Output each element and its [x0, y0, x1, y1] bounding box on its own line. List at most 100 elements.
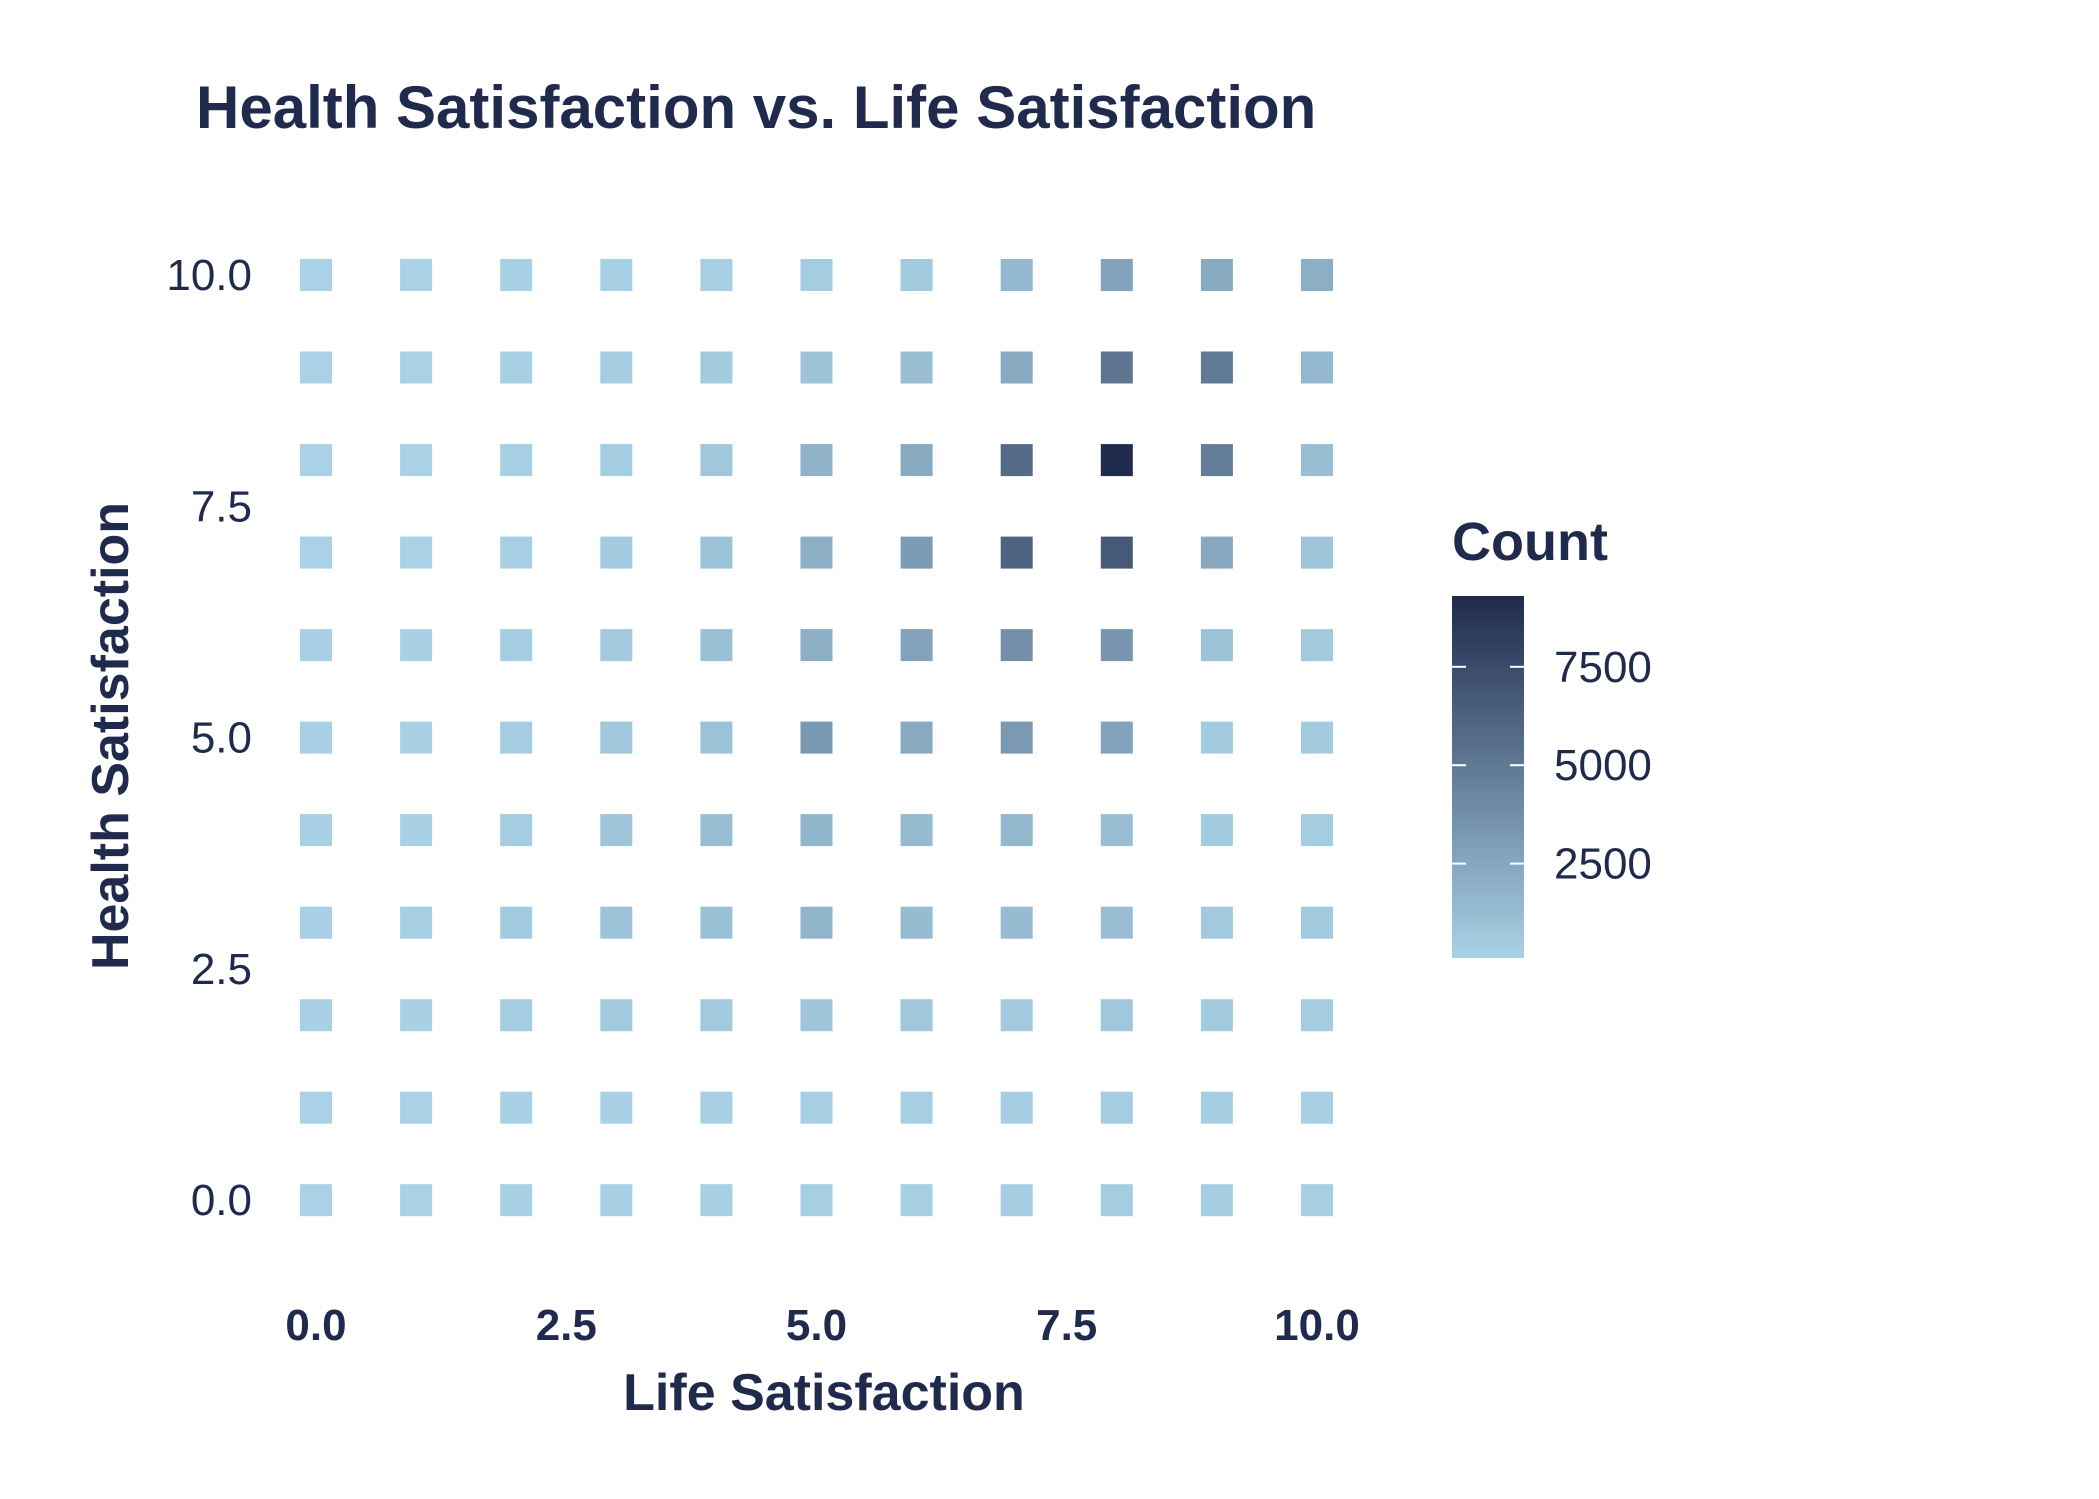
- heatmap-cell: [1100, 814, 1133, 847]
- heatmap-cell: [1301, 1184, 1333, 1217]
- heatmap-cell: [500, 1184, 533, 1217]
- heatmap-cell: [600, 1091, 633, 1124]
- heatmap-cell: [800, 536, 833, 569]
- heatmap-cell: [600, 906, 633, 939]
- y-tick-label: 2.5: [191, 945, 252, 994]
- heatmap-cell: [900, 906, 933, 939]
- heatmap-cell: [1000, 351, 1033, 384]
- heatmap-cell: [1301, 444, 1333, 477]
- colorbar-tick-label: 7500: [1554, 643, 1652, 692]
- heatmap-cell: [900, 721, 933, 754]
- heatmap-cell: [400, 444, 433, 477]
- heatmap-cell: [400, 536, 433, 569]
- y-tick-label: 5.0: [191, 714, 252, 763]
- heatmap-cell: [900, 444, 933, 477]
- colorbar-legend: Count 2500 5000 7500: [1452, 512, 1652, 958]
- heatmap-cell: [600, 1184, 633, 1217]
- heatmap-cell: [1301, 629, 1333, 662]
- heatmap-cell: [700, 1091, 733, 1124]
- heatmap-cell: [700, 259, 733, 291]
- heatmap-cell: [1200, 444, 1233, 477]
- colorbar-gradient: [1452, 596, 1524, 958]
- heatmap-cell: [1200, 814, 1233, 847]
- heatmap-cell: [700, 444, 733, 477]
- heatmap-cell: [800, 721, 833, 754]
- heatmap-cell: [300, 536, 332, 569]
- x-tick-labels: 0.0 2.5 5.0 7.5 10.0: [285, 1301, 1359, 1350]
- heatmap-cell: [1301, 1091, 1333, 1124]
- heatmap-cell: [1000, 999, 1033, 1032]
- heatmap-cell: [400, 629, 433, 662]
- heatmap-cell: [1100, 259, 1133, 291]
- heatmap-cell: [700, 629, 733, 662]
- heatmap-cell: [600, 999, 633, 1032]
- x-tick-label: 5.0: [786, 1301, 847, 1350]
- heatmap-cell: [1000, 1184, 1033, 1217]
- heatmap-cell: [1000, 536, 1033, 569]
- heatmap-cell: [500, 1091, 533, 1124]
- heatmap-cell: [500, 999, 533, 1032]
- heatmap-cell: [1200, 1184, 1233, 1217]
- heatmap-cell: [1000, 444, 1033, 477]
- heatmap-cell: [300, 1184, 332, 1217]
- heatmap-cell: [900, 1184, 933, 1217]
- heatmap-cell: [1200, 536, 1233, 569]
- heatmap-cell: [700, 1184, 733, 1217]
- heatmap-cell: [800, 999, 833, 1032]
- heatmap-cell: [700, 536, 733, 569]
- heatmap-cell: [500, 444, 533, 477]
- x-tick-label: 0.0: [285, 1301, 346, 1350]
- heatmap-cell: [1000, 906, 1033, 939]
- heatmap-cell: [400, 814, 433, 847]
- heatmap-cell: [1200, 999, 1233, 1032]
- heatmap-cell: [600, 259, 633, 291]
- colorbar-title: Count: [1452, 512, 1608, 572]
- heatmap-cell: [700, 814, 733, 847]
- y-tick-label: 7.5: [191, 482, 252, 531]
- heatmap-cell: [900, 814, 933, 847]
- colorbar-tick-label: 2500: [1554, 840, 1652, 889]
- heatmap-cell: [600, 629, 633, 662]
- heatmap-cell: [600, 721, 633, 754]
- heatmap-cell: [1200, 351, 1233, 384]
- heatmap-cell: [900, 629, 933, 662]
- heatmap-cell: [500, 351, 533, 384]
- heatmap-cell: [800, 259, 833, 291]
- heatmap-cell: [400, 1184, 433, 1217]
- heatmap-cell: [700, 999, 733, 1032]
- heatmap-cell: [1301, 259, 1333, 291]
- colorbar-tick-label: 5000: [1554, 741, 1652, 790]
- heatmap-cell: [1200, 1091, 1233, 1124]
- heatmap-cell: [1100, 906, 1133, 939]
- heatmap-cell: [800, 814, 833, 847]
- heatmap-cell: [1100, 1091, 1133, 1124]
- heatmap-cell: [500, 629, 533, 662]
- heatmap-cell: [300, 814, 332, 847]
- heatmap-cell: [300, 629, 332, 662]
- heatmap-cell: [300, 444, 332, 477]
- heatmap-cell: [300, 999, 332, 1032]
- heatmap-cell: [1200, 629, 1233, 662]
- y-tick-labels: 0.0 2.5 5.0 7.5 10.0: [166, 251, 252, 1225]
- heatmap-cell: [700, 351, 733, 384]
- heatmap-cell: [300, 906, 332, 939]
- heatmap-cell: [500, 814, 533, 847]
- heatmap-cells: [300, 259, 1333, 1217]
- heatmap-cell: [600, 814, 633, 847]
- heatmap-cell: [1301, 814, 1333, 847]
- heatmap-cell: [300, 721, 332, 754]
- heatmap-cell: [300, 1091, 332, 1124]
- heatmap-cell: [1100, 999, 1133, 1032]
- heatmap-cell: [500, 721, 533, 754]
- heatmap-cell: [900, 351, 933, 384]
- heatmap-cell: [800, 1184, 833, 1217]
- heatmap-cell: [1301, 906, 1333, 939]
- heatmap-cell: [600, 536, 633, 569]
- heatmap-cell: [600, 351, 633, 384]
- y-axis-title: Health Satisfaction: [82, 502, 140, 970]
- heatmap-cell: [800, 351, 833, 384]
- heatmap-cell: [900, 999, 933, 1032]
- x-axis-title: Life Satisfaction: [623, 1364, 1025, 1422]
- y-tick-label: 10.0: [166, 251, 252, 300]
